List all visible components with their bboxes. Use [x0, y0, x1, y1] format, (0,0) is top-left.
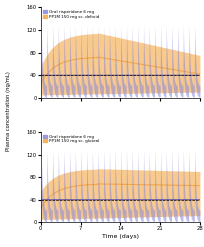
Legend: Oral risperidone 6 mg, PP1M 150 mg sc. gluteal: Oral risperidone 6 mg, PP1M 150 mg sc. g…	[43, 134, 99, 144]
Legend: Oral risperidone 6 mg, PP1M 150 mg sc. deltoid: Oral risperidone 6 mg, PP1M 150 mg sc. d…	[43, 9, 99, 19]
X-axis label: Time (days): Time (days)	[102, 234, 139, 239]
Text: Plasma concentration (ng/mL): Plasma concentration (ng/mL)	[6, 71, 11, 151]
